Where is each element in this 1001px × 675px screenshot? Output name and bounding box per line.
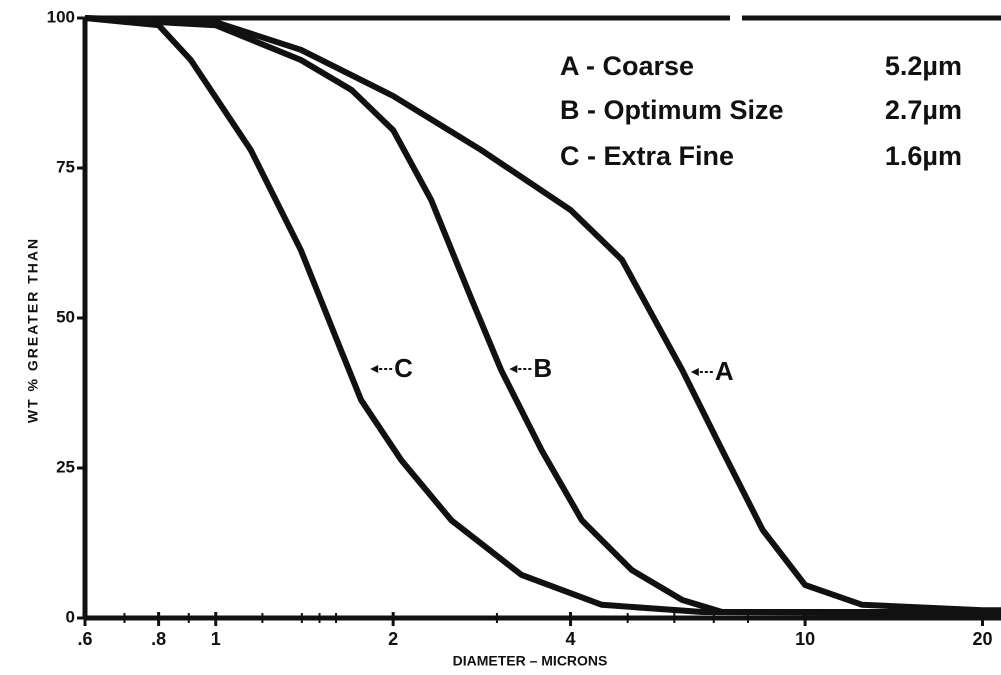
y-tick-label: 100 [47,7,75,26]
annotation: C [394,353,413,383]
legend-size: 2.7µm [885,95,962,125]
legend-size: 1.6µm [885,141,962,171]
x-tick-label: .6 [77,629,92,649]
y-tick-label: 25 [56,457,75,476]
y-tick-label: 75 [56,157,75,176]
annotation: B [533,353,552,383]
x-tick-label: 10 [795,629,815,649]
x-tick-label: 2 [388,629,398,649]
x-tick-label: .8 [151,629,166,649]
legend-label: B - Optimum Size [560,95,784,125]
x-tick-label: 4 [566,629,576,649]
y-tick-label: 0 [66,607,75,626]
legend-label: C - Extra Fine [560,141,734,171]
legend-label: A - Coarse [560,51,694,81]
line-series [84,15,1001,614]
annotation: A [715,356,734,386]
annotation-arrowhead [370,365,379,373]
y-tick-label: 50 [56,307,75,326]
y-axis-label: WT % GREATER THAN [25,237,41,423]
line-series [84,15,1001,615]
line-series [84,15,1001,617]
x-tick-label: 1 [211,629,221,649]
annotation-arrowhead [509,365,518,373]
x-tick-label: 20 [972,629,992,649]
annotation-arrowhead [690,368,699,376]
x-axis-label: DIAMETER – MICRONS [453,653,608,669]
legend-size: 5.2µm [885,51,962,81]
